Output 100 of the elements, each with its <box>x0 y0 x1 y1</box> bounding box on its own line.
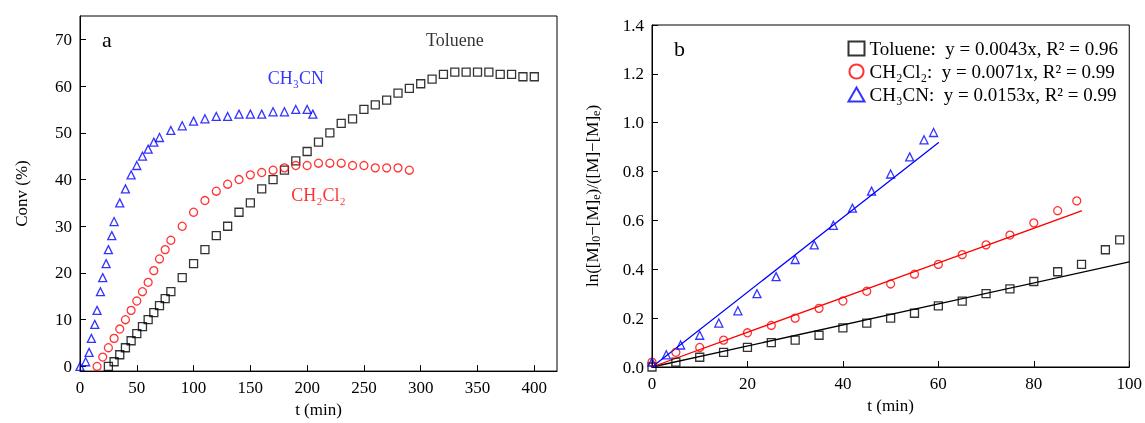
point <box>1115 235 1125 245</box>
point <box>120 184 131 194</box>
point <box>847 203 858 213</box>
point <box>718 347 729 357</box>
point <box>752 289 762 299</box>
point <box>814 330 824 340</box>
x-tick-label: 100 <box>1116 374 1142 393</box>
point <box>359 160 369 171</box>
point <box>160 244 170 255</box>
point <box>647 362 657 372</box>
point <box>154 254 165 264</box>
point <box>718 335 729 345</box>
point <box>92 305 102 316</box>
point <box>790 335 800 345</box>
point <box>933 259 943 270</box>
point <box>279 107 290 117</box>
point <box>1053 267 1063 277</box>
point <box>143 144 153 154</box>
point <box>222 111 233 122</box>
point <box>223 179 233 189</box>
point <box>120 343 131 353</box>
point <box>695 352 705 362</box>
point <box>325 128 335 138</box>
point <box>302 160 312 171</box>
point <box>103 244 114 255</box>
point <box>257 167 267 178</box>
point <box>149 266 159 276</box>
point <box>325 158 335 168</box>
x-tick-label: 60 <box>929 374 947 393</box>
point <box>268 174 278 185</box>
point <box>838 296 848 306</box>
point <box>416 79 426 89</box>
y-tick-label: 0.4 <box>622 259 645 279</box>
point <box>95 287 106 297</box>
x-tick-label: 50 <box>128 378 146 398</box>
y-tick-label: 1.4 <box>622 15 645 35</box>
point <box>766 320 776 331</box>
x-tick-label: 0 <box>75 378 85 398</box>
y-tick-label: 50 <box>55 123 72 143</box>
x-tick-label: 200 <box>294 378 320 398</box>
point <box>518 72 528 82</box>
point <box>506 69 517 80</box>
point <box>790 254 800 265</box>
y-tick-label: 0.6 <box>622 210 644 230</box>
point <box>828 220 839 230</box>
point <box>313 158 324 168</box>
point <box>245 198 256 208</box>
point <box>268 165 278 175</box>
point <box>81 357 91 367</box>
point <box>234 207 244 217</box>
point <box>313 137 324 147</box>
y-tick-label: 1.2 <box>622 64 644 84</box>
point <box>885 169 896 179</box>
point <box>166 287 176 297</box>
point <box>766 337 776 348</box>
point <box>347 160 358 171</box>
point <box>909 308 920 318</box>
point <box>103 343 114 353</box>
point <box>1005 230 1015 240</box>
point <box>90 319 100 330</box>
x-tick-label: 80 <box>1025 374 1043 393</box>
x-tick-label: 350 <box>464 378 491 398</box>
point <box>450 67 460 77</box>
point <box>126 170 136 180</box>
legend-label: CH₂Cl₂: y = 0.0071x, R² = 0.99 <box>869 61 1115 82</box>
point <box>308 109 318 119</box>
point <box>137 151 148 161</box>
point <box>733 306 743 316</box>
point <box>166 235 176 245</box>
point <box>177 273 187 283</box>
point <box>188 116 199 126</box>
point <box>177 221 187 231</box>
point <box>200 114 210 124</box>
point <box>404 165 415 175</box>
point <box>790 313 800 323</box>
y-tick-label: 30 <box>55 216 72 236</box>
point <box>302 146 312 157</box>
point <box>126 336 136 346</box>
y-tick-label: 20 <box>55 263 72 283</box>
point <box>137 287 148 297</box>
point <box>393 88 403 98</box>
point <box>933 301 943 311</box>
point <box>101 258 111 269</box>
x-tick-label: 150 <box>237 378 264 398</box>
y-axis-title: Conv (%) <box>12 160 31 227</box>
y-tick-label: 10 <box>55 310 72 330</box>
y-tick-label: 0.0 <box>622 357 644 377</box>
point <box>438 69 449 80</box>
point <box>771 271 781 282</box>
point <box>257 109 267 119</box>
point <box>529 72 539 82</box>
series-label: Toluene <box>425 30 484 51</box>
point <box>257 184 267 194</box>
x-tick-label: 20 <box>738 374 756 393</box>
x-axis-title: t (min) <box>295 400 342 419</box>
point <box>381 95 392 105</box>
y-tick-label: 70 <box>55 29 72 49</box>
annotation: a <box>102 26 112 52</box>
x-tick-label: 40 <box>834 374 852 393</box>
y-tick-label: 0 <box>63 356 72 376</box>
